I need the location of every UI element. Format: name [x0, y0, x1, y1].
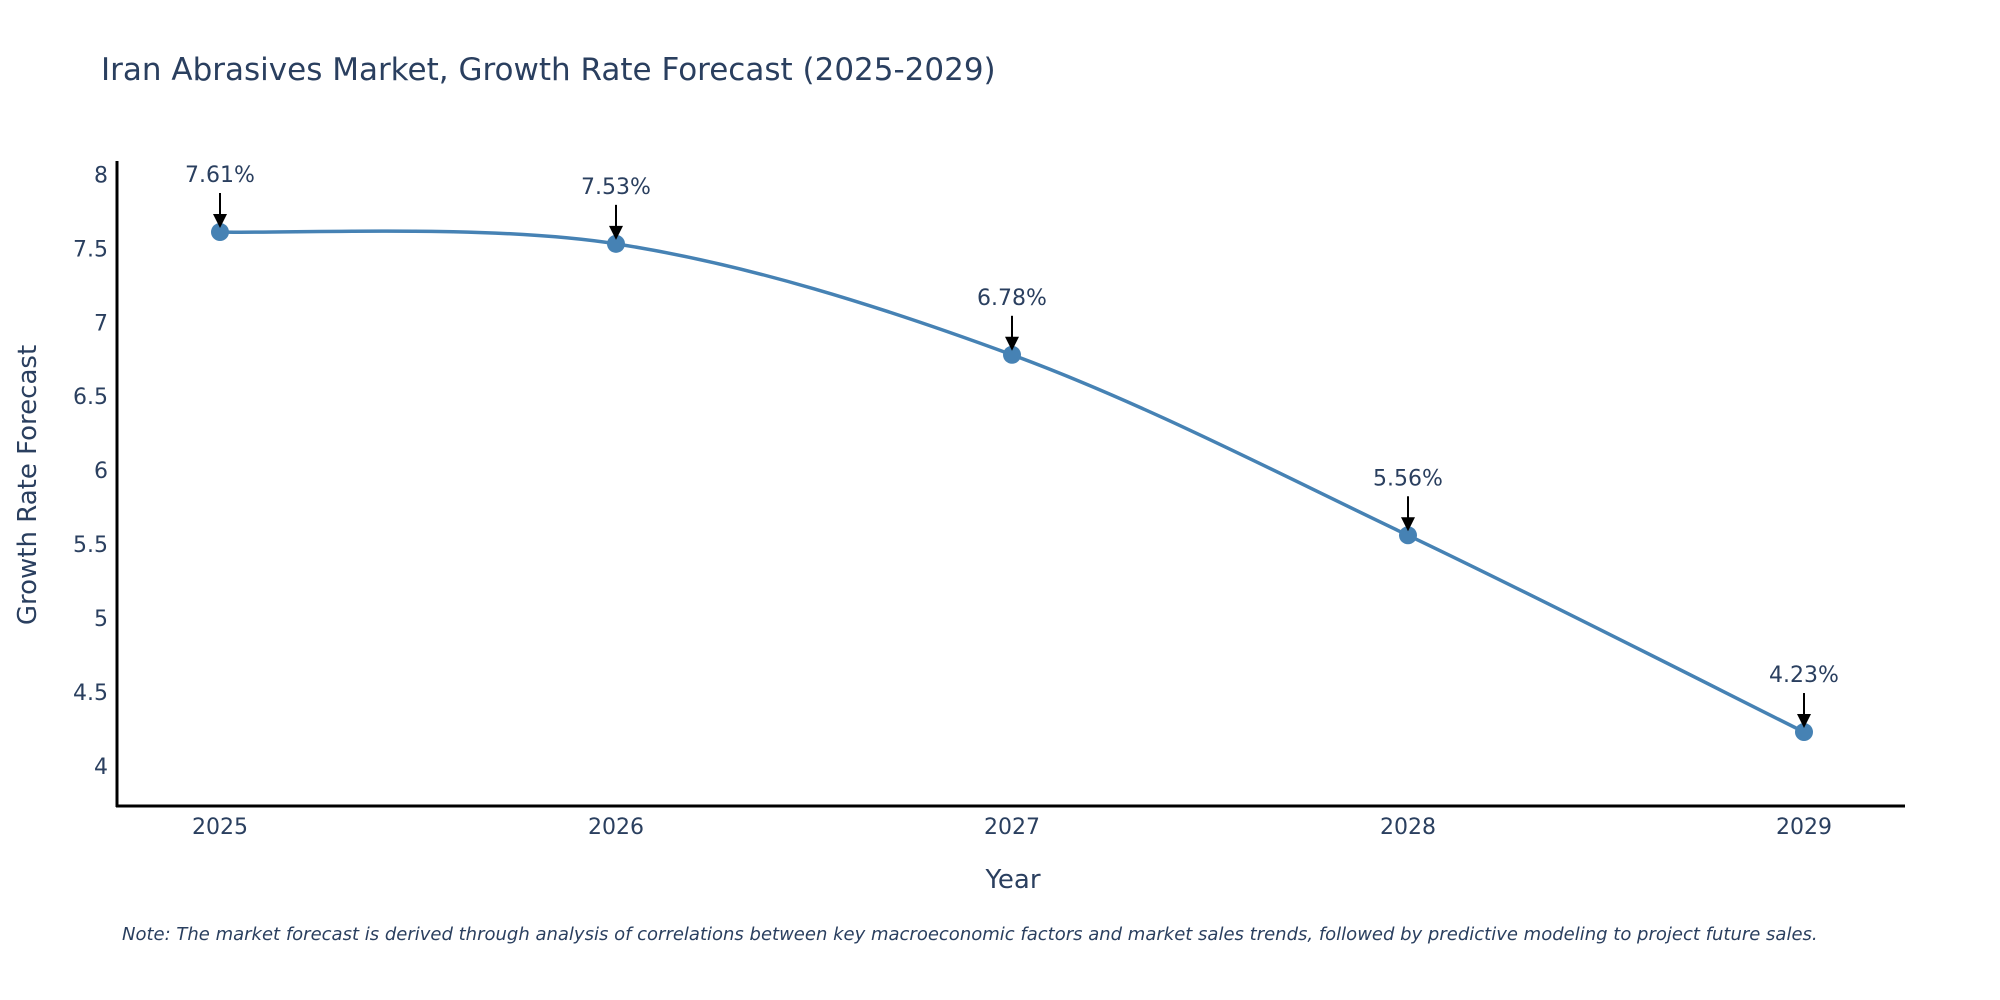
- data-point: [1003, 345, 1021, 364]
- data-point: [1399, 526, 1417, 545]
- y-axis-ticks: 4 4.5 5 5.5 6 6.5 7 7.5 8: [73, 163, 108, 780]
- x-tick-label: 2026: [588, 815, 644, 840]
- y-tick-label: 8: [94, 163, 108, 188]
- data-annotations: 7.61% 7.53% 6.78% 5.56% 4.23%: [185, 163, 1839, 729]
- data-label: 7.53%: [581, 175, 651, 200]
- y-tick-label: 5: [94, 607, 108, 632]
- data-point: [211, 223, 229, 242]
- data-label: 4.23%: [1769, 663, 1839, 688]
- y-tick-label: 7: [94, 311, 108, 336]
- annotation-arrow-head: [609, 225, 623, 240]
- y-tick-label: 4.5: [73, 681, 108, 706]
- x-tick-label: 2027: [984, 815, 1040, 840]
- x-tick-label: 2029: [1776, 815, 1832, 840]
- data-label: 7.61%: [185, 163, 255, 188]
- annotation-arrow-head: [1797, 714, 1811, 729]
- annotation-arrow-head: [1005, 336, 1019, 351]
- y-tick-label: 7.5: [73, 237, 108, 262]
- data-label: 5.56%: [1373, 466, 1443, 491]
- chart-title: Iran Abrasives Market, Growth Rate Forec…: [101, 52, 996, 88]
- chart-note: Note: The market forecast is derived thr…: [122, 924, 1818, 945]
- x-axis-ticks: 2025 2026 2027 2028 2029: [192, 815, 1832, 840]
- y-axis-title: Growth Rate Forecast: [13, 345, 43, 625]
- y-tick-label: 6: [94, 459, 108, 484]
- annotation-arrow-head: [213, 214, 227, 229]
- y-tick-label: 4: [94, 755, 108, 780]
- data-points: [211, 223, 1813, 742]
- y-tick-label: 6.5: [73, 385, 108, 410]
- x-axis-title: Year: [984, 865, 1040, 895]
- annotation-arrow-head: [1401, 517, 1415, 532]
- data-point: [1795, 723, 1813, 742]
- data-point: [607, 234, 625, 253]
- x-tick-label: 2028: [1380, 815, 1436, 840]
- data-label: 6.78%: [977, 286, 1047, 311]
- y-tick-label: 5.5: [73, 533, 108, 558]
- x-tick-label: 2025: [192, 815, 248, 840]
